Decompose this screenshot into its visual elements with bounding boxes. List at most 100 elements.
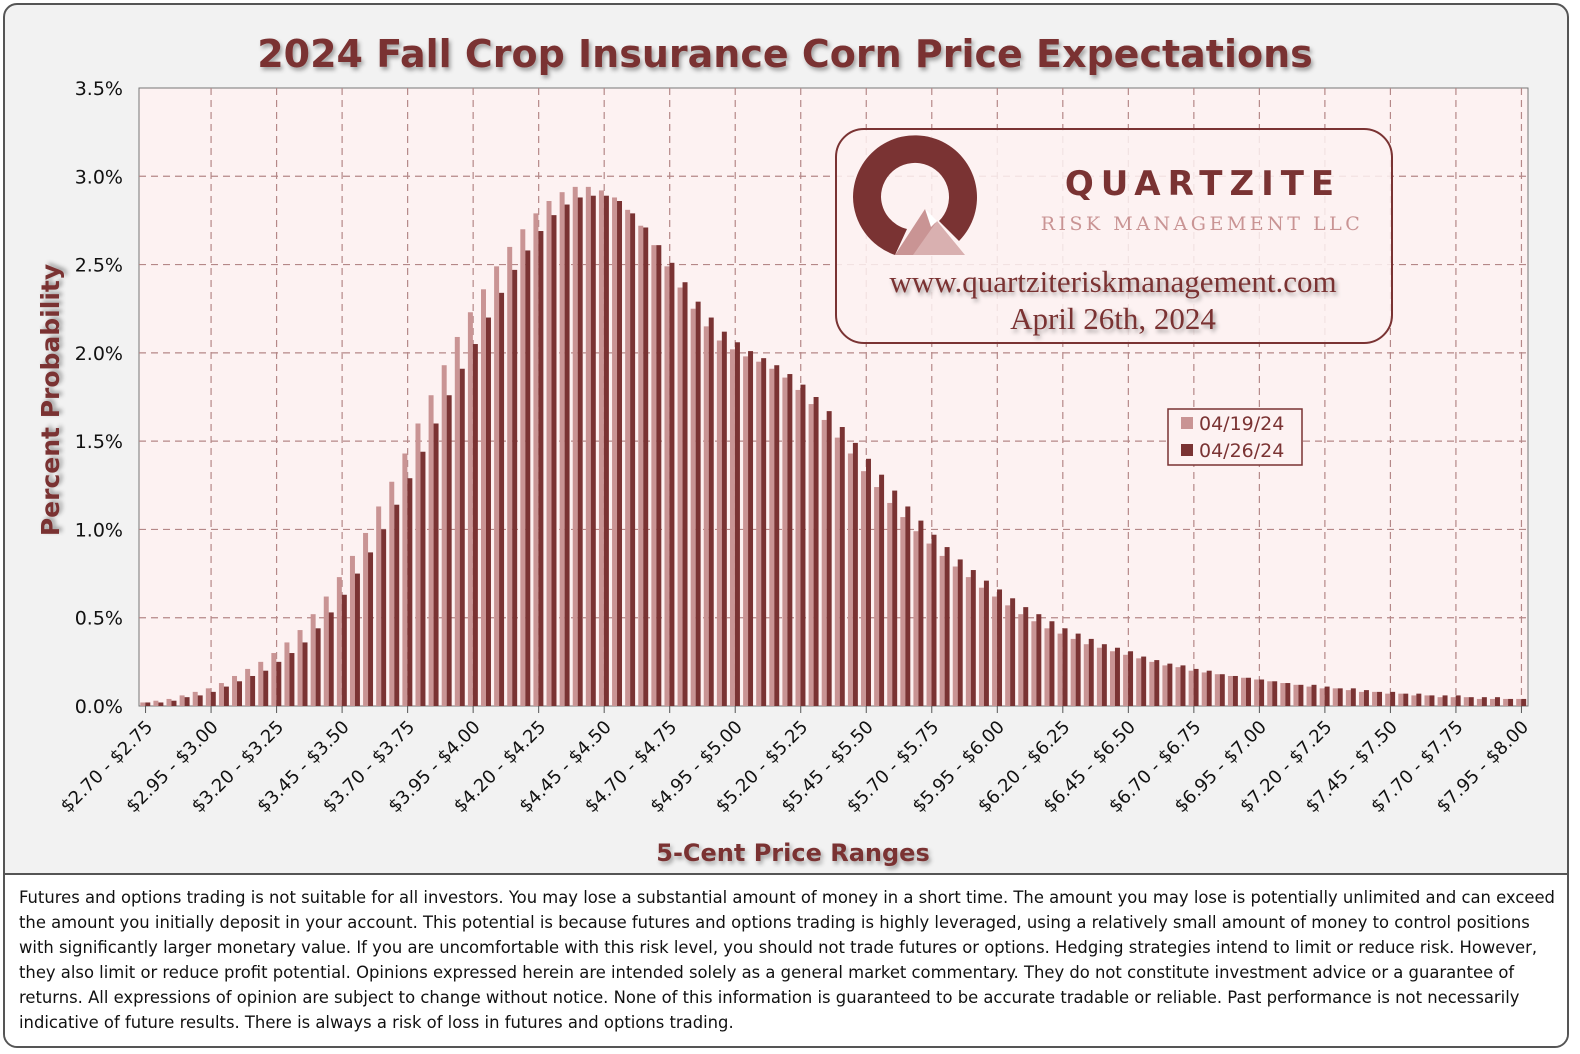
bar-04-19-24-104 — [1503, 698, 1509, 706]
bar-04-26-24-46 — [748, 351, 754, 706]
bar-04-26-24-17 — [368, 552, 374, 706]
bar-04-19-24-64 — [978, 587, 984, 706]
bar-04-26-24-104 — [1508, 698, 1514, 706]
bar-04-19-24-73 — [1096, 647, 1102, 706]
bar-04-26-24-80 — [1193, 668, 1199, 706]
bar-04-26-24-47 — [761, 358, 767, 706]
bar-04-26-24-83 — [1232, 675, 1238, 706]
bar-04-26-24-14 — [328, 612, 334, 706]
bars — [140, 186, 1527, 707]
bar-04-19-24-47 — [756, 361, 762, 706]
bar-04-19-24-92 — [1345, 690, 1351, 706]
bar-04-26-24-99 — [1442, 695, 1448, 706]
bar-04-26-24-30 — [538, 231, 544, 706]
bar-04-19-24-40 — [664, 266, 670, 706]
bar-04-26-24-79 — [1180, 665, 1186, 706]
bar-04-19-24-34 — [585, 186, 591, 706]
bar-04-19-24-69 — [1044, 628, 1050, 706]
bar-04-26-24-49 — [787, 374, 793, 706]
bar-04-19-24-71 — [1070, 638, 1076, 706]
bar-04-19-24-0 — [140, 702, 146, 706]
bar-04-19-24-23 — [441, 365, 447, 706]
x-axis-title: 5-Cent Price Ranges — [656, 839, 929, 867]
bar-04-19-24-85 — [1254, 679, 1260, 706]
bar-04-26-24-90 — [1324, 686, 1330, 706]
bar-04-26-24-41 — [682, 282, 688, 706]
x-axis-ticks: $2.70 - $2.75$2.95 - $3.00$3.20 - $3.25$… — [57, 706, 1533, 817]
bar-04-26-24-58 — [905, 506, 911, 706]
bar-04-19-24-99 — [1437, 697, 1443, 706]
bar-04-19-24-67 — [1018, 614, 1024, 706]
bar-04-19-24-8 — [245, 668, 251, 706]
bar-04-26-24-39 — [656, 245, 662, 707]
bar-04-19-24-86 — [1267, 681, 1273, 706]
bar-04-26-24-97 — [1416, 693, 1422, 706]
bar-04-19-24-63 — [965, 577, 971, 706]
bar-04-26-24-89 — [1311, 684, 1317, 706]
bar-04-26-24-88 — [1298, 684, 1304, 706]
bar-04-26-24-5 — [210, 691, 216, 706]
company-subtitle: RISK MANAGEMENT LLC — [1041, 213, 1364, 235]
bar-04-19-24-17 — [363, 532, 369, 706]
legend-label-2: 04/26/24 — [1199, 440, 1284, 462]
bar-04-26-24-84 — [1246, 677, 1251, 706]
bar-04-26-24-40 — [669, 262, 675, 706]
bar-04-26-24-51 — [813, 397, 819, 706]
bar-04-26-24-98 — [1429, 695, 1435, 706]
bar-04-26-24-86 — [1272, 681, 1278, 706]
bar-04-26-24-59 — [918, 520, 924, 706]
bar-04-26-24-57 — [892, 490, 898, 706]
bar-04-26-24-73 — [1101, 644, 1107, 706]
bar-04-26-24-35 — [603, 195, 609, 707]
bar-04-26-24-62 — [957, 559, 963, 706]
bar-04-26-24-65 — [997, 589, 1003, 706]
bar-04-19-24-51 — [808, 404, 814, 706]
bar-04-26-24-76 — [1141, 656, 1147, 706]
company-url: www.quartziteriskmanagement.com — [889, 264, 1336, 299]
bar-04-19-24-9 — [258, 661, 264, 706]
company-name: QUARTZITE — [1065, 164, 1341, 204]
bar-04-19-24-50 — [795, 389, 801, 706]
bar-04-19-24-90 — [1319, 688, 1325, 706]
bar-04-26-24-37 — [630, 213, 636, 706]
bar-04-19-24-61 — [939, 555, 945, 706]
bar-04-19-24-62 — [952, 566, 958, 706]
bar-04-19-24-13 — [310, 614, 316, 706]
bar-04-19-24-3 — [179, 695, 185, 706]
bar-04-26-24-27 — [499, 292, 505, 706]
bar-04-26-24-74 — [1114, 647, 1120, 706]
y-axis-ticks: 0.0% 0.5% 1.0% 1.5% 2.0% 2.5% 3.0% 3.5% — [75, 78, 123, 718]
bar-04-19-24-6 — [218, 683, 224, 706]
bar-04-26-24-22 — [433, 423, 439, 706]
bar-04-19-24-20 — [402, 453, 408, 706]
bar-04-19-24-46 — [743, 356, 749, 706]
bar-04-26-24-15 — [341, 594, 347, 706]
bar-04-19-24-60 — [926, 543, 932, 706]
chart: 2024 Fall Crop Insurance Corn Price Expe… — [36, 32, 1533, 867]
y-tick-label: 0.0% — [75, 696, 123, 718]
bar-04-19-24-102 — [1476, 698, 1482, 706]
bar-04-19-24-21 — [415, 423, 421, 706]
bar-04-26-24-0 — [145, 702, 151, 706]
bar-04-26-24-4 — [197, 695, 203, 706]
bar-04-26-24-28 — [512, 269, 518, 706]
bar-04-19-24-94 — [1372, 691, 1378, 706]
bar-04-19-24-39 — [651, 245, 657, 707]
bar-04-26-24-33 — [577, 197, 583, 706]
bar-04-26-24-32 — [564, 204, 570, 706]
bar-04-26-24-87 — [1285, 683, 1291, 706]
bar-04-19-24-41 — [677, 287, 683, 706]
bar-04-26-24-101 — [1468, 697, 1474, 706]
chart-title: 2024 Fall Crop Insurance Corn Price Expe… — [257, 32, 1313, 76]
bar-04-26-24-7 — [237, 681, 242, 706]
bar-04-26-24-8 — [250, 675, 256, 706]
y-tick-label: 2.0% — [75, 343, 123, 365]
bar-04-19-24-26 — [481, 289, 486, 706]
bar-04-26-24-45 — [734, 342, 740, 706]
bar-04-26-24-96 — [1403, 693, 1409, 706]
bar-04-19-24-33 — [572, 186, 578, 706]
bar-04-19-24-78 — [1162, 665, 1168, 706]
bar-04-19-24-38 — [638, 225, 644, 706]
y-tick-label: 3.5% — [75, 78, 123, 100]
bar-04-19-24-65 — [992, 596, 998, 706]
